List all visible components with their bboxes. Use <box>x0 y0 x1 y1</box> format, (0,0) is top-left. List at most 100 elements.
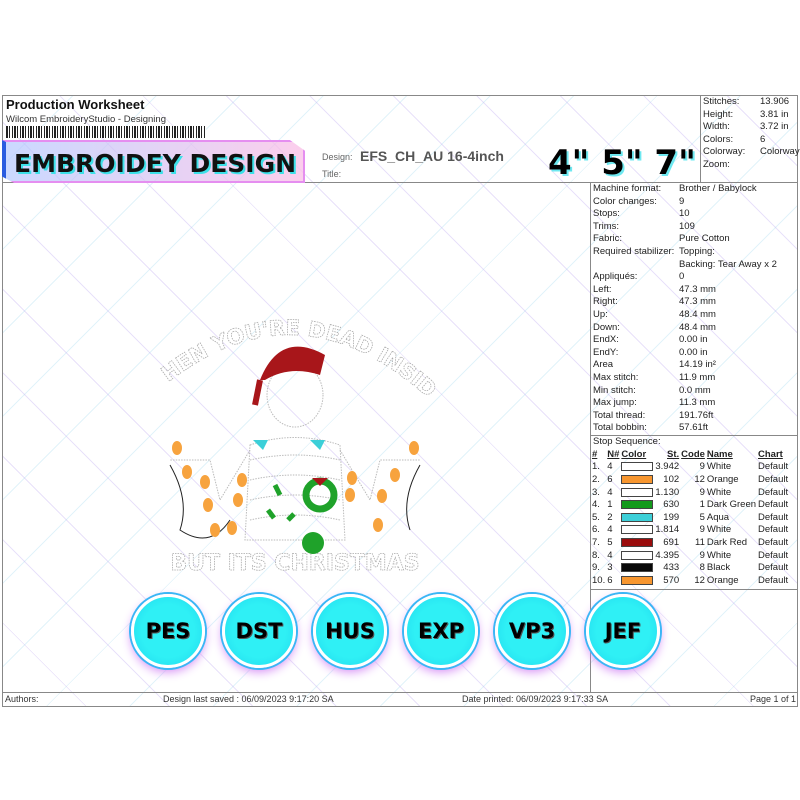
cell-nn: 3 <box>607 562 613 574</box>
detail-label: Total bobbin: <box>593 422 647 434</box>
detail-value: Topping: <box>679 245 715 257</box>
detail-label: Height: <box>703 108 734 120</box>
format-badge-exp: EXP <box>404 594 478 668</box>
divider <box>2 692 798 693</box>
detail-row: Area 14.19 in² <box>593 359 777 372</box>
color-swatch <box>621 512 654 522</box>
divider <box>590 182 591 692</box>
table-row: 4. 1 630 1 Dark Green Default <box>591 498 789 511</box>
cell-nn: 6 <box>607 574 613 586</box>
detail-value: 0.00 in <box>679 334 708 346</box>
detail-row: Appliqués: 0 <box>593 271 777 284</box>
detail-label: Appliqués: <box>593 271 638 283</box>
detail-row: EndY: 0.00 in <box>593 347 777 360</box>
color-swatch <box>621 575 654 585</box>
color-swatch-cell <box>620 461 654 474</box>
cell-name: Orange <box>706 574 739 586</box>
column-header: Chart <box>758 448 783 460</box>
color-swatch <box>621 537 654 547</box>
detail-row: Stitches: 13.906 <box>703 96 800 109</box>
color-swatch-cell <box>620 549 654 562</box>
detail-value: 11.9 mm <box>679 371 716 383</box>
color-swatch <box>621 474 654 484</box>
cell-chart: Default <box>758 461 789 473</box>
color-swatch <box>621 550 654 560</box>
details-list: Machine format: Brother / Babylock Color c… <box>593 183 777 435</box>
detail-label: Required stabilizer: <box>593 245 675 257</box>
detail-label: Max jump: <box>593 397 637 409</box>
table-row: 2. 6 102 12 Orange Default <box>591 473 789 486</box>
column-header: Color <box>621 448 647 460</box>
cell-chart: Default <box>758 524 789 536</box>
format-badge-vp3: VP3 <box>495 594 569 668</box>
detail-value: 48.4 mm <box>679 321 716 333</box>
detail-value: 14.19 in² <box>679 359 716 371</box>
cell-chart: Default <box>758 486 789 498</box>
cell-code: 1 <box>699 499 705 511</box>
color-swatch-cell <box>620 511 654 524</box>
cell-n: 2. <box>592 473 600 485</box>
column-header: Name <box>706 448 733 460</box>
color-swatch-cell <box>620 524 654 537</box>
cell-name: White <box>706 486 732 498</box>
column-header: # <box>592 448 598 460</box>
cell-n: 10. <box>592 574 606 586</box>
table-row: 1. 4 3.942 9 White Default <box>591 461 789 474</box>
cell-nn: 2 <box>607 511 613 523</box>
detail-row: Right: 47.3 mm <box>593 296 777 309</box>
detail-value: 13.906 <box>760 96 790 107</box>
cell-code: 5 <box>699 511 705 523</box>
format-badge-dst: DST <box>222 594 296 668</box>
detail-row: EndX: 0.00 in <box>593 334 777 347</box>
divider <box>590 589 798 590</box>
cell-code: 8 <box>699 562 705 574</box>
detail-value: 191.76ft <box>679 409 714 421</box>
detail-value: 3.72 in <box>760 121 789 133</box>
detail-label: Trims: <box>593 220 620 232</box>
cell-name: White <box>706 549 732 561</box>
detail-row: Color changes: 9 <box>593 196 777 209</box>
stop-sequence-title: Stop Sequence: <box>593 436 661 447</box>
detail-row: Left: 47.3 mm <box>593 284 777 297</box>
cell-nn: 5 <box>607 536 613 548</box>
detail-row: Machine format: Brother / Babylock <box>593 183 777 196</box>
divider <box>590 435 798 436</box>
detail-value: 3.81 in <box>760 108 789 120</box>
cell-name: White <box>706 461 732 473</box>
format-badge-pes: PES <box>131 594 205 668</box>
cell-code: 9 <box>699 486 705 498</box>
detail-row: Colors: 6 <box>703 134 800 147</box>
design-value: EFS_CH_AU 16-4inch <box>360 148 504 164</box>
hoop-sizes: 4" 5" 7" <box>548 143 696 183</box>
cell-code: 9 <box>699 549 705 561</box>
cell-n: 4. <box>592 499 600 511</box>
detail-label <box>593 259 679 272</box>
cell-st: 3.942 <box>655 461 680 473</box>
detail-row: Stops: 10 <box>593 208 777 221</box>
cell-name: Aqua <box>706 511 730 523</box>
detail-row: Width: 3.72 in <box>703 121 800 134</box>
cell-n: 8. <box>592 549 600 561</box>
footer-page-number: Page 1 of 1 <box>749 694 796 704</box>
detail-label: Left: <box>593 283 612 295</box>
detail-value: 48.4 mm <box>679 308 716 320</box>
design-label: Design: <box>322 152 353 162</box>
cell-code: 12 <box>694 574 705 586</box>
cell-n: 7. <box>592 536 600 548</box>
color-swatch-cell <box>620 486 654 499</box>
cell-name: Black <box>706 562 731 574</box>
table-row: 6. 4 1.814 9 White Default <box>591 524 789 537</box>
table-row: 9. 3 433 8 Black Default <box>591 561 789 574</box>
app-subtitle: Wilcom EmbroideryStudio - Designing <box>6 114 166 125</box>
detail-value: 0.0 mm <box>679 384 711 396</box>
detail-row: Min stitch: 0.0 mm <box>593 385 777 398</box>
cell-nn: 4 <box>607 549 613 561</box>
cell-code: 12 <box>694 473 705 485</box>
detail-label: Colorway: <box>703 146 746 158</box>
cell-chart: Default <box>758 511 789 523</box>
detail-row: Max stitch: 11.9 mm <box>593 372 777 385</box>
cell-name: Orange <box>706 473 739 485</box>
detail-label: Total thread: <box>593 409 646 421</box>
format-badge-jef: JEF <box>586 594 660 668</box>
cell-chart: Default <box>758 562 789 574</box>
